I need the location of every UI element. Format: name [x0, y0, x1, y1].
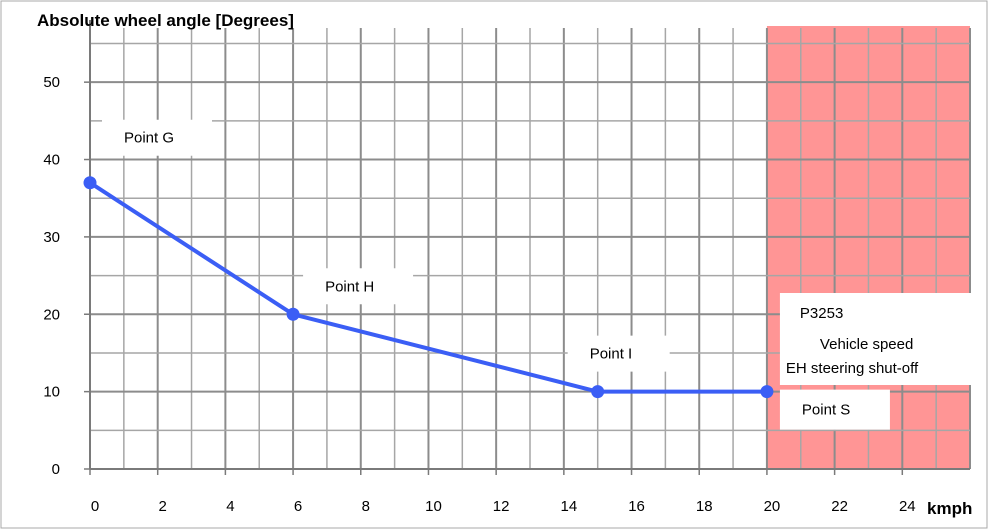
annotation-layer: Point G Point H Point I Point S P3253 Vehicle…: [102, 119, 975, 430]
x-tick-label: 4: [226, 498, 234, 515]
x-tick-label: 22: [831, 498, 848, 515]
point-label: Point S: [802, 402, 850, 419]
x-tick-label: 12: [493, 498, 510, 515]
data-point: [591, 385, 605, 399]
point-label-box: [567, 335, 670, 372]
region-label-line: EH steering shut-off: [786, 360, 919, 377]
data-point: [83, 176, 97, 190]
x-tick-label: 0: [91, 498, 99, 515]
x-tick-label: 18: [696, 498, 713, 515]
y-tick-label: 10: [43, 384, 60, 401]
x-tick-label: 16: [628, 498, 645, 515]
data-point: [286, 307, 300, 321]
series-line: [88, 181, 767, 394]
y-tick-label: 20: [43, 306, 60, 323]
point-label: Point H: [325, 278, 374, 295]
x-axis-title: kmph: [927, 499, 972, 518]
region-label-box: [779, 293, 975, 385]
data-point: [760, 385, 774, 399]
x-tick-label: 8: [362, 498, 370, 515]
x-tick-label: 2: [159, 498, 167, 515]
y-tick-label: 0: [52, 461, 60, 478]
region-label-line: Vehicle speed: [820, 336, 913, 353]
x-tick-label: 6: [294, 498, 302, 515]
y-tick-label: 50: [43, 74, 60, 91]
x-tick-label: 10: [425, 498, 442, 515]
point-label-box: [102, 119, 212, 156]
point-label-box: [779, 389, 890, 430]
region-label-code: P3253: [800, 305, 843, 322]
point-label-box: [303, 268, 414, 305]
point-label: Point G: [124, 130, 174, 147]
x-tick-label: 20: [764, 498, 781, 515]
y-tick-label: 40: [43, 152, 60, 169]
series-layer: [83, 176, 774, 399]
x-tick-label: 24: [899, 498, 916, 515]
y-axis-title: Absolute wheel angle [Degrees]: [37, 11, 294, 30]
y-tick-label: 30: [43, 229, 60, 246]
point-label: Point I: [590, 346, 633, 363]
x-tick-label: 14: [561, 498, 578, 515]
